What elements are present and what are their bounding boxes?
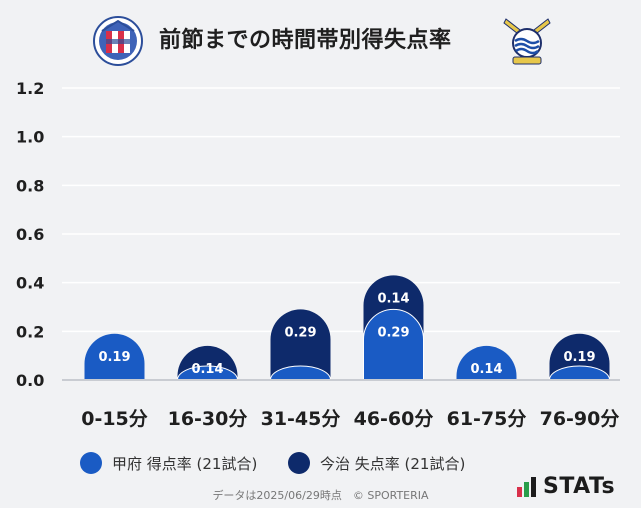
bar-home-series (456, 345, 517, 380)
x-category-label: 16-30分 (168, 408, 248, 430)
data-label-away: 0.29 (284, 325, 316, 340)
legend-label-home: 甲府 得点率 (21試合) (112, 454, 258, 473)
bar-home-series (176, 365, 239, 381)
stats-logo-icon (517, 476, 536, 497)
fc-imabari-emblem-icon (503, 18, 551, 65)
data-label-away: 0.14 (191, 362, 223, 377)
x-category-label: 0-15分 (81, 408, 148, 430)
y-tick-label: 0.6 (16, 225, 44, 244)
data-source-note: データは2025/06/29時点 © SPORTERIA (212, 489, 429, 502)
x-category-label: 46-60分 (354, 408, 434, 430)
bar-away-series (270, 309, 331, 380)
y-tick-label: 1.2 (16, 79, 44, 98)
y-tick-label: 0.2 (16, 322, 44, 341)
bar-home-series (363, 309, 424, 381)
y-tick-label: 0.4 (16, 274, 44, 293)
legend-swatch-home (80, 452, 102, 474)
legend-item-away: 今治 失点率 (21試合) (288, 452, 465, 474)
x-category-label: 31-45分 (261, 408, 341, 430)
stats-brand: STATs (517, 474, 615, 499)
legend-label-away: 今治 失点率 (21試合) (320, 454, 466, 473)
bar-home-series (548, 365, 611, 381)
data-label-away: 0.19 (563, 350, 595, 365)
data-label-home: 0.19 (98, 350, 130, 365)
legend-item-home: 甲府 得点率 (21試合) (80, 452, 257, 474)
bar-home-series (269, 365, 332, 381)
chart-legend: 甲府 得点率 (21試合) 今治 失点率 (21試合) (0, 446, 641, 480)
legend-swatch-away (288, 452, 310, 474)
chart-header: 前節までの時間帯別得失点率 (0, 0, 641, 74)
ventforet-kofu-emblem-icon (93, 16, 143, 66)
y-tick-label: 1.0 (16, 128, 44, 147)
bar-chart: 0.0 0.2 0.4 0.6 0.8 1.0 1.2 0.19 0-15分 0.14 16-30分… (16, 79, 620, 430)
bar-home-series (84, 333, 145, 380)
x-category-label: 76-90分 (540, 408, 620, 430)
data-label-home: 0.14 (470, 362, 502, 377)
x-category-label: 61-75分 (447, 408, 527, 430)
data-label-away: 0.14 (377, 291, 409, 306)
stats-brand-text: STATs (543, 474, 616, 499)
y-tick-label: 0.0 (16, 371, 44, 390)
chart-title: 前節までの時間帯別得失点率 (159, 28, 452, 53)
y-tick-label: 0.8 (16, 176, 44, 195)
data-label-home: 0.29 (377, 325, 409, 340)
